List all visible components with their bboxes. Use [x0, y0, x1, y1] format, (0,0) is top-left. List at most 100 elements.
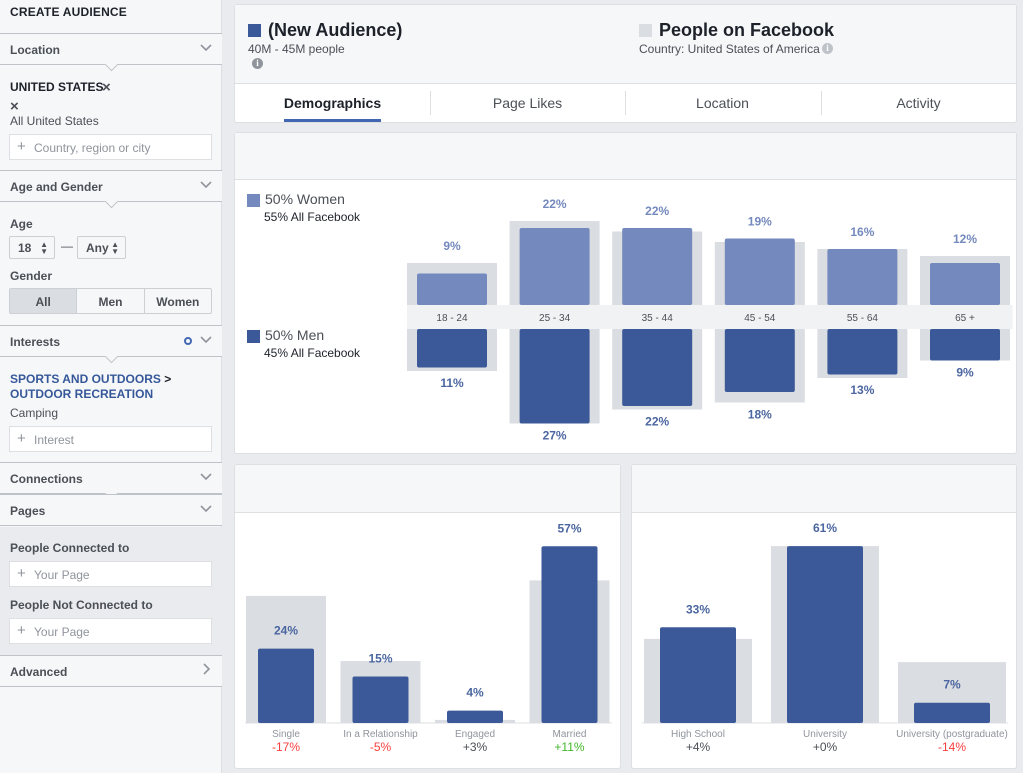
age-gender-card: 50% Women 55% All Facebook 50% Men 45% A…	[234, 132, 1017, 454]
age-label: Age	[10, 217, 33, 231]
chevron-down-icon	[200, 505, 212, 513]
men-bar	[417, 329, 487, 368]
age-tick-label: 45 - 54	[744, 313, 776, 324]
men-value-label: 22%	[645, 415, 669, 429]
interest-category-link[interactable]: SPORTS AND OUTDOORS	[10, 372, 161, 386]
difference-label: -14%	[938, 740, 966, 754]
info-icon[interactable]: i	[252, 58, 263, 69]
people-not-connected-label: People Not Connected to	[10, 598, 153, 612]
difference-label: -5%	[370, 740, 392, 754]
section-connections[interactable]: Connections	[0, 462, 222, 494]
chevron-down-icon	[200, 473, 212, 481]
age-min-select[interactable]: 18 ▲ ▼	[9, 236, 55, 259]
audience-size: 40M - 45M people	[248, 42, 345, 56]
gender-option-women[interactable]: Women	[156, 295, 200, 309]
info-icon[interactable]: i	[822, 43, 833, 54]
compare-audience-sub: Country: United States of America	[639, 42, 820, 56]
interest-subcategory-link[interactable]: OUTDOOR RECREATION	[10, 387, 154, 401]
women-bar	[417, 273, 487, 305]
gender-label: Gender	[10, 269, 53, 283]
section-notch	[104, 201, 118, 209]
category-label: High School	[671, 729, 725, 740]
women-bar	[519, 228, 590, 305]
women-bar	[930, 263, 1000, 305]
plus-icon: +	[17, 138, 26, 155]
audience-name: (New Audience)	[268, 20, 403, 40]
age-axis-band	[407, 305, 1013, 329]
section-location-label: Location	[10, 43, 60, 57]
tab-divider	[625, 91, 626, 115]
compare-color-swatch	[639, 24, 652, 37]
connected-page-input[interactable]: + Your Page	[9, 561, 212, 587]
women-value-label: 22%	[543, 197, 567, 211]
age-tick-label: 55 - 64	[847, 313, 879, 324]
audience-color-swatch	[248, 24, 261, 37]
section-notch	[104, 64, 118, 72]
women-value-label: 16%	[850, 225, 874, 239]
value-label: 57%	[557, 521, 581, 535]
interest-placeholder: Interest	[34, 433, 75, 447]
section-advanced-label: Advanced	[10, 665, 68, 679]
pages-panel: People Connected to + Your Page People N…	[0, 527, 222, 655]
card-header-band	[632, 465, 1016, 513]
section-pages[interactable]: Pages	[0, 494, 222, 526]
chevron-down-icon	[200, 44, 212, 52]
age-tick-label: 65 +	[955, 313, 975, 324]
section-location[interactable]: Location	[0, 33, 222, 65]
category-label: Engaged	[455, 729, 495, 740]
not-connected-page-input[interactable]: + Your Page	[9, 618, 212, 644]
difference-label: +11%	[554, 740, 584, 754]
men-legend-label: 50% Men	[265, 327, 325, 343]
chevron-right-icon	[203, 663, 211, 675]
age-min-value: 18	[18, 241, 32, 255]
men-value-label: 13%	[850, 383, 874, 397]
men-bar	[724, 329, 795, 392]
tab-activity[interactable]: Activity	[896, 95, 941, 111]
men-bar	[519, 329, 590, 424]
chevron-down-icon	[200, 181, 212, 189]
category-label: Single	[272, 729, 300, 740]
age-max-select[interactable]: Any ▲ ▼	[77, 236, 126, 259]
age-max-value: Any	[86, 241, 109, 255]
education-chart: 33% High School+4% 61% University+0% 7% Unive…	[642, 521, 1008, 754]
value-label: 15%	[368, 652, 392, 666]
tab-location[interactable]: Location	[696, 95, 749, 111]
age-gender-chart: 9% 11% 18 - 24 22% 27% 25 - 34 22% 22% 35 - 44 19…	[407, 197, 1013, 443]
updown-icon: ▲ ▼	[40, 240, 48, 256]
men-value-label: 11%	[440, 376, 464, 390]
section-notch	[104, 356, 118, 364]
location-input[interactable]: + Country, region or city	[9, 134, 212, 160]
section-interests[interactable]: Interests	[0, 325, 222, 357]
relationship-card: 24% Single -17% 15% In a Relationship -5% 4% En…	[234, 464, 621, 769]
remove-scope-icon[interactable]: ×	[10, 98, 19, 115]
category-label: University (postgraduate)	[896, 729, 1008, 740]
category-label: In a Relationship	[343, 729, 418, 740]
value-bar	[660, 627, 736, 723]
tab-divider	[430, 91, 431, 115]
value-bar	[787, 546, 863, 723]
gender-option-men[interactable]: Men	[77, 289, 145, 313]
gender-option-all[interactable]: All	[10, 289, 78, 313]
value-label: 33%	[686, 602, 710, 616]
age-tick-label: 25 - 34	[539, 313, 571, 324]
active-filter-dot-icon	[184, 337, 192, 345]
section-pages-label: Pages	[10, 504, 46, 518]
tab-page-likes[interactable]: Page Likes	[492, 95, 563, 111]
remove-location-icon[interactable]: ×	[102, 79, 111, 96]
women-value-label: 12%	[953, 232, 977, 246]
interest-input[interactable]: + Interest	[9, 426, 212, 452]
difference-label: -17%	[272, 740, 300, 754]
plus-icon: +	[17, 565, 26, 582]
men-value-label: 27%	[543, 429, 567, 443]
section-advanced[interactable]: Advanced	[0, 655, 222, 687]
education-card: 33% High School +4% 61% University +0% 7% Unive…	[631, 464, 1017, 769]
age-tick-label: 18 - 24	[436, 313, 468, 324]
tab-demographics[interactable]: Demographics	[283, 95, 382, 111]
sidebar: CREATE AUDIENCE Location UNITED STATES ×…	[0, 0, 222, 773]
women-bar	[827, 249, 898, 305]
tab-divider	[821, 91, 822, 115]
card-header-band	[235, 465, 620, 513]
people-connected-label: People Connected to	[10, 541, 130, 555]
section-age-gender[interactable]: Age and Gender	[0, 170, 222, 202]
value-label: 61%	[813, 521, 837, 535]
